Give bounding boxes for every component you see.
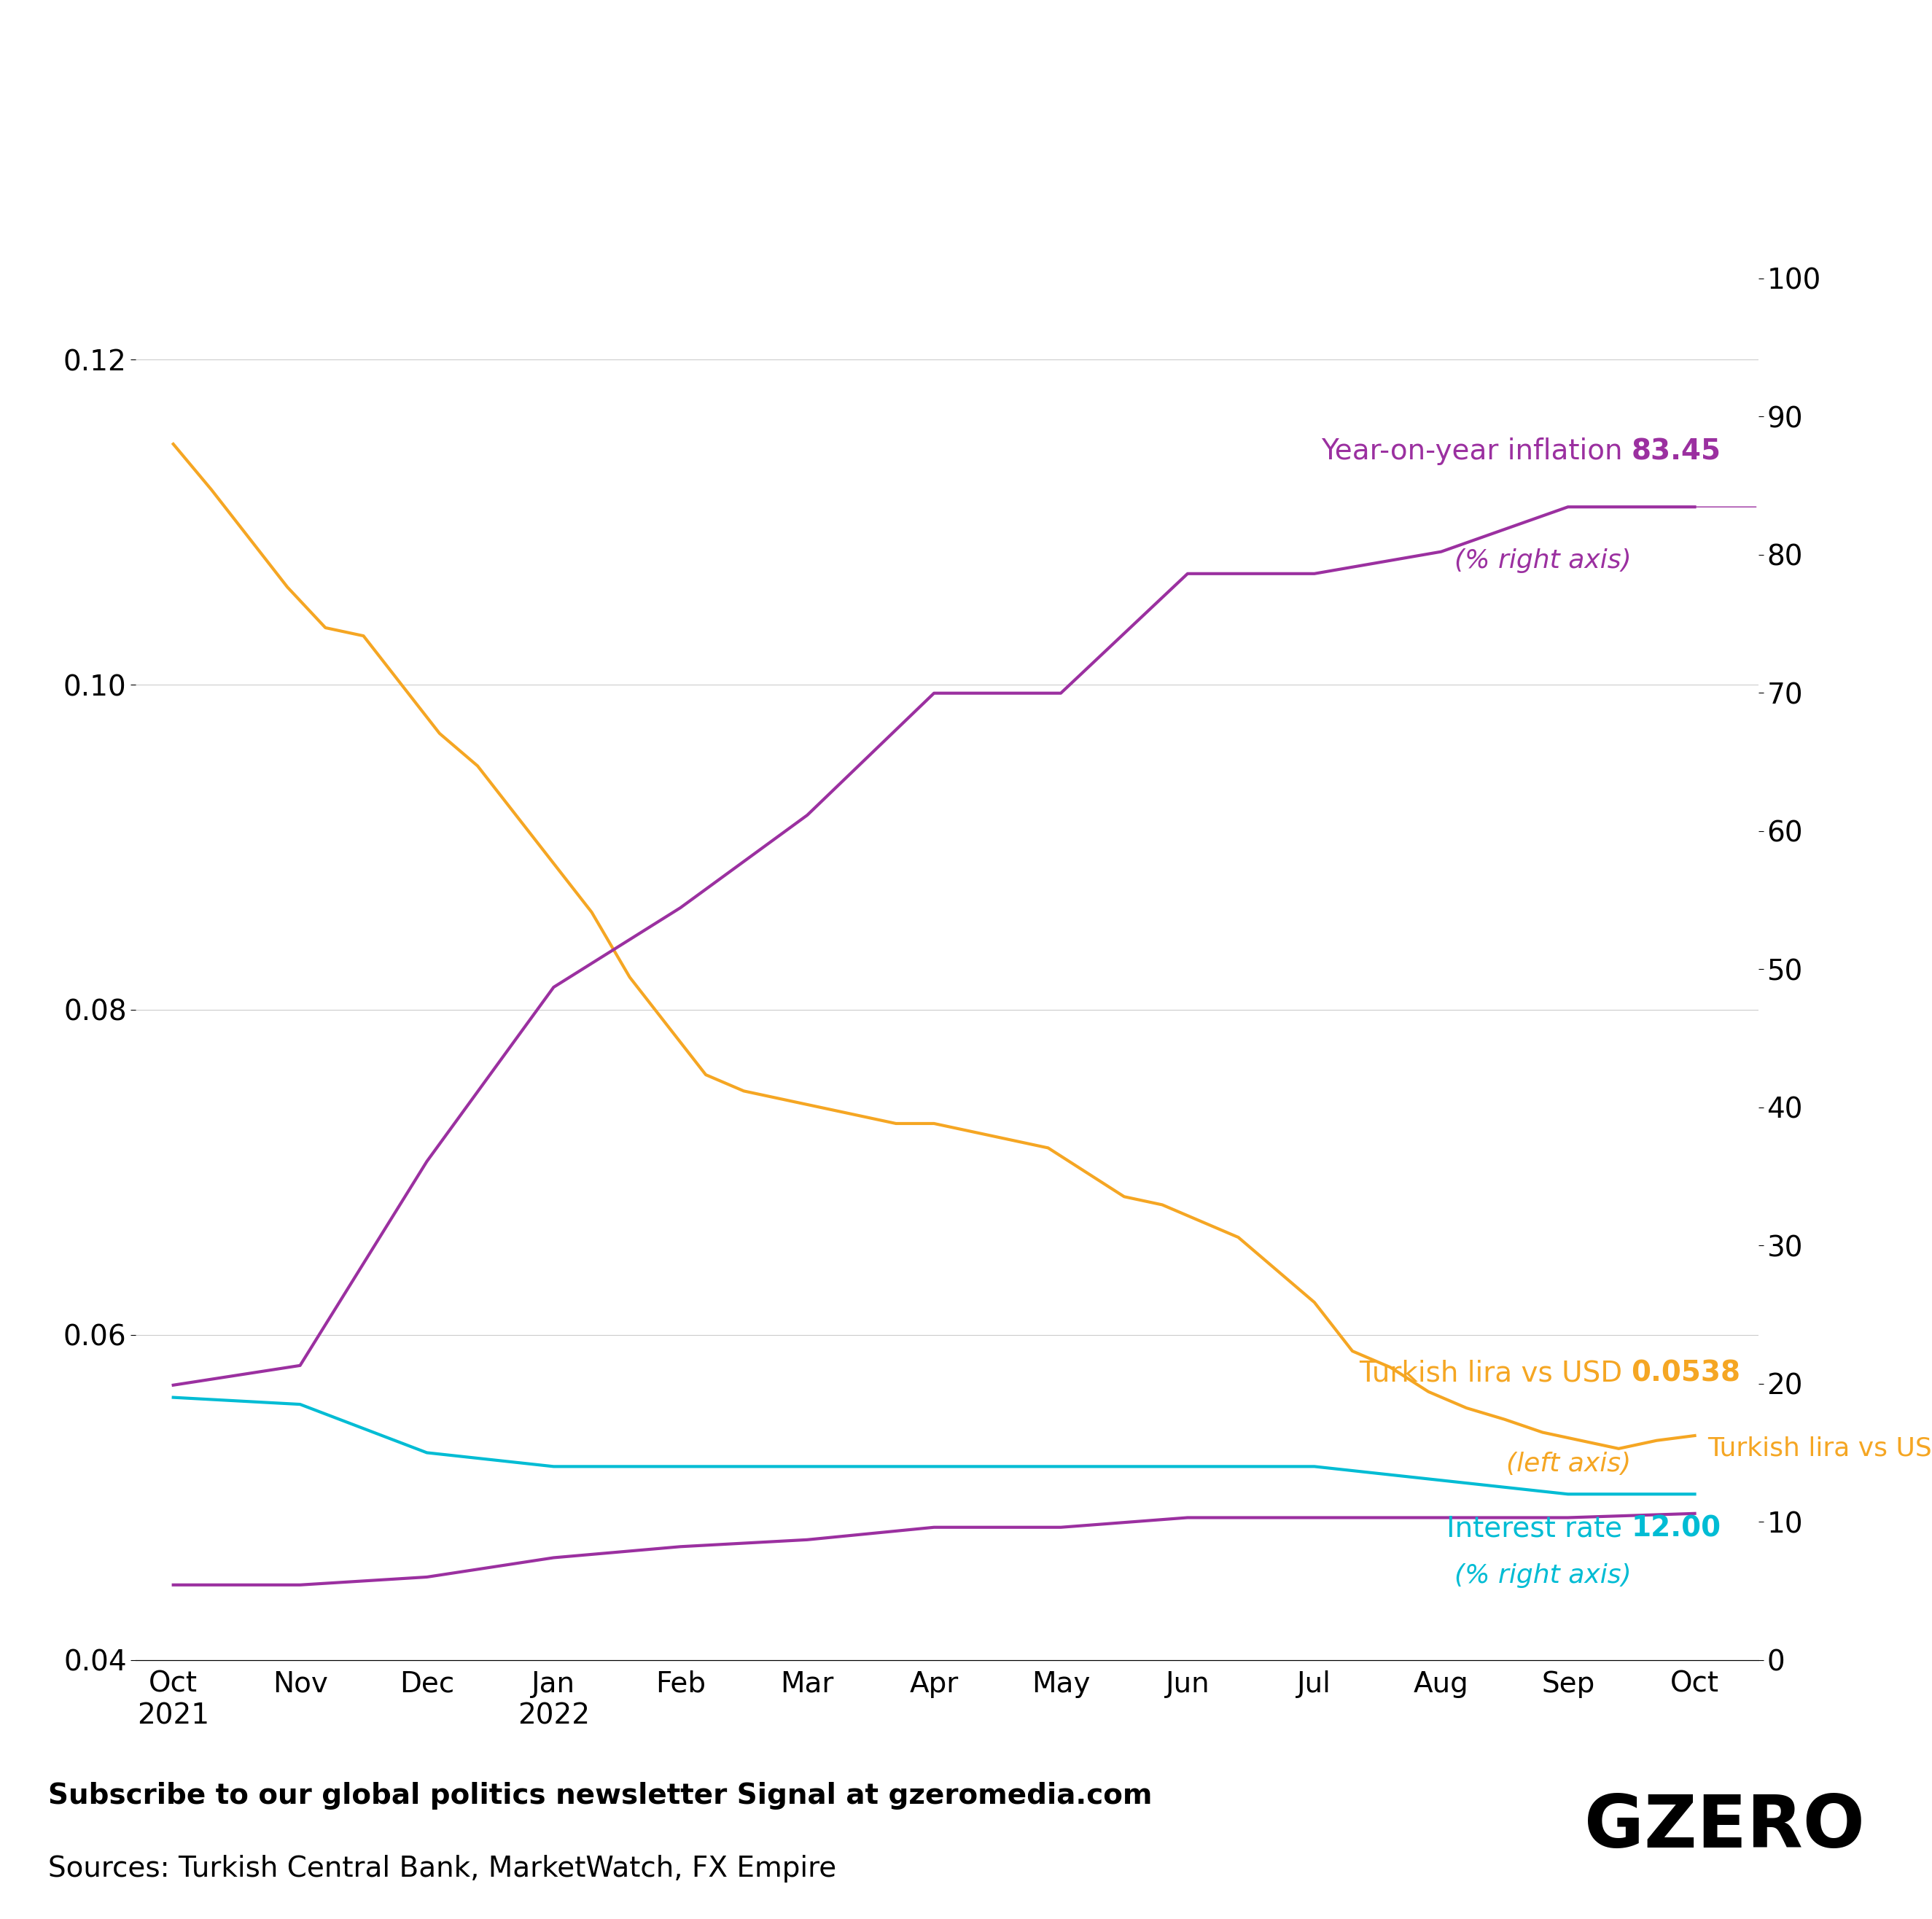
Text: (% right axis): (% right axis) [1455,1564,1631,1589]
Text: 12.00: 12.00 [1631,1514,1721,1543]
Text: Sources: Turkish Central Bank, MarketWatch, FX Empire: Sources: Turkish Central Bank, MarketWat… [48,1856,837,1883]
Text: Turkish lira vs USD: Turkish lira vs USD [1358,1359,1631,1387]
Text: (% right axis): (% right axis) [1455,549,1631,574]
Text: (left axis): (left axis) [1507,1453,1631,1476]
Text: Interest rate: Interest rate [1447,1514,1631,1543]
Text: Year-on-year inflation: Year-on-year inflation [1321,438,1631,466]
Text: Erdonomics vs. Turkish economy: Erdonomics vs. Turkish economy [48,102,1387,173]
Text: Subscribe to our global politics newsletter Signal at gzeromedia.com: Subscribe to our global politics newslet… [48,1783,1153,1810]
Text: GZERO: GZERO [1584,1792,1864,1863]
Text: 83.45: 83.45 [1631,438,1721,466]
Text: 0.0538: 0.0538 [1631,1359,1741,1387]
Text: Turkish lira vs USD: Turkish lira vs USD [1708,1435,1932,1460]
